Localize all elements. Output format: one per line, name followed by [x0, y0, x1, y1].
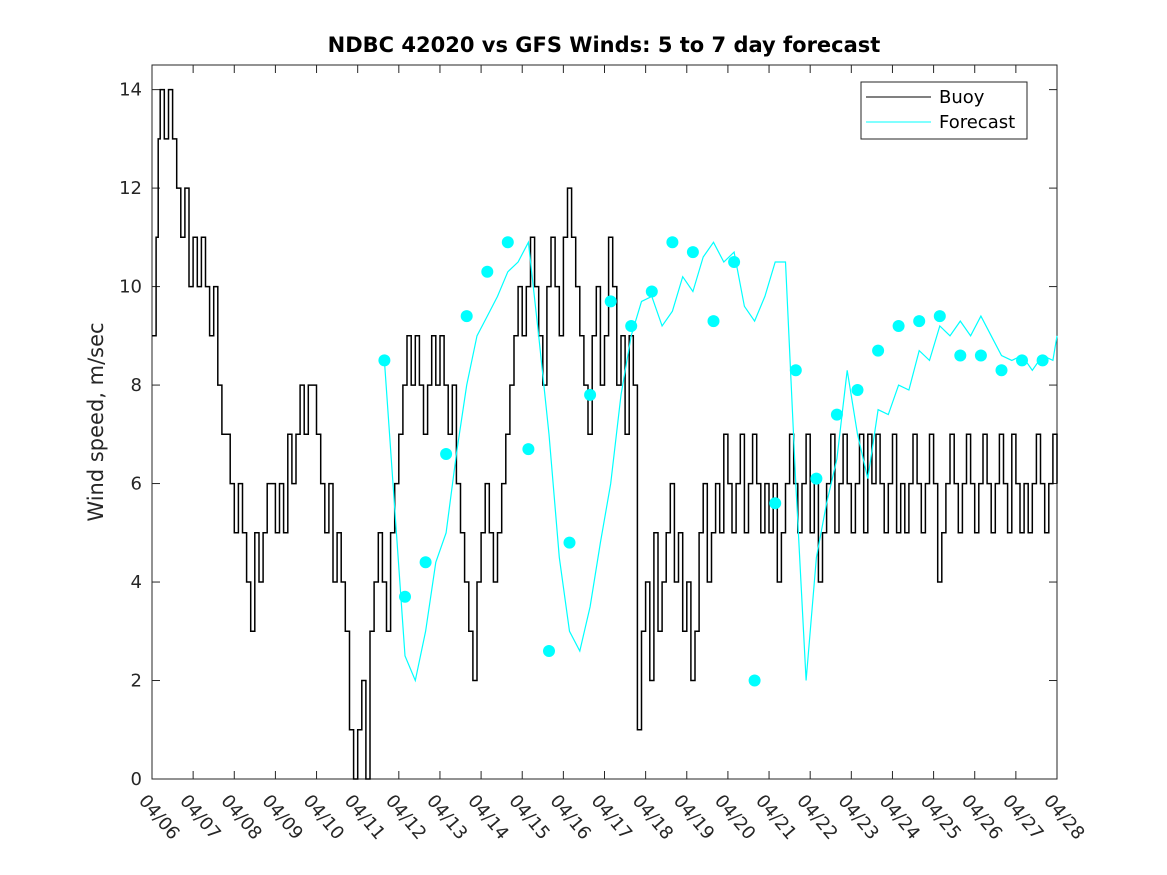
legend-box [860, 81, 1028, 140]
y-tick-label: 6 [131, 474, 142, 495]
forecast-marker [707, 315, 720, 328]
forecast-marker [728, 256, 741, 268]
legend: Buoy Forecast [860, 81, 1028, 140]
forecast-marker [769, 497, 782, 510]
y-tick-label: 2 [131, 671, 142, 692]
forecast-marker [913, 315, 926, 328]
forecast-marker [872, 344, 885, 357]
forecast-marker [1016, 354, 1028, 367]
forecast-marker [419, 556, 432, 569]
forecast-marker [378, 354, 391, 367]
forecast-marker [399, 590, 411, 603]
y-tick-label: 4 [131, 572, 142, 593]
forecast-marker [748, 674, 761, 687]
forecast-marker [933, 310, 946, 323]
forecast-marker [625, 320, 638, 332]
forecast-marker [501, 236, 514, 249]
legend-buoy-label: Buoy [939, 87, 985, 108]
axes-box [151, 64, 1058, 780]
forecast-marker [460, 310, 473, 323]
y-tick-label: 12 [119, 178, 142, 199]
forecast-marker [440, 448, 453, 460]
forecast-marker [974, 349, 987, 362]
forecast-line [383, 240, 1058, 683]
forecast-marker [789, 364, 802, 377]
chart-title: NDBC 42020 vs GFS Winds: 5 to 7 day fore… [328, 33, 881, 57]
forecast-marker [686, 246, 699, 259]
legend-forecast-label: Forecast [939, 112, 1015, 133]
forecast-marker [481, 265, 494, 278]
y-tick-label: 14 [119, 80, 142, 101]
forecast-marker [954, 349, 967, 362]
y-axis-label: Wind speed, m/sec [84, 322, 108, 521]
forecast-marker [1036, 354, 1049, 367]
forecast-marker [892, 320, 905, 332]
forecast-marker [666, 236, 679, 249]
forecast-marker [995, 364, 1008, 377]
forecast-marker [584, 388, 597, 401]
forecast-marker [645, 285, 658, 298]
forecast-marker [810, 472, 823, 485]
forecast-marker [543, 645, 555, 657]
y-tick-label: 8 [131, 375, 142, 396]
y-axis: 0 2 4 6 8 10 12 14 [119, 80, 1057, 790]
y-tick-label: 0 [131, 769, 142, 790]
buoy-line [152, 88, 1058, 780]
forecast-marker [851, 384, 864, 396]
series-layer [152, 88, 1058, 780]
forecast-marker [522, 443, 535, 456]
y-tick-label: 10 [119, 277, 142, 298]
forecast-marker [563, 536, 576, 549]
markers-layer [378, 236, 1049, 687]
forecast-marker [604, 295, 617, 308]
forecast-marker [830, 408, 843, 421]
